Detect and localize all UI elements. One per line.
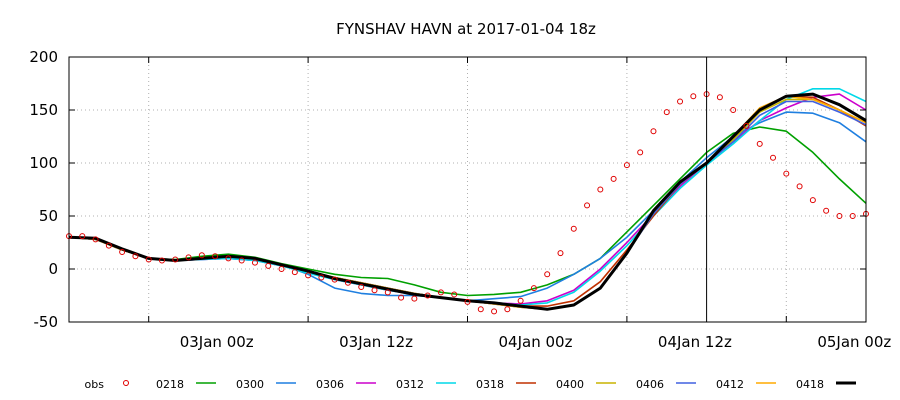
obs-marker <box>517 297 524 304</box>
obs-marker <box>663 109 670 116</box>
legend-label: 0406 <box>636 378 664 391</box>
obs-marker <box>836 213 843 219</box>
obs-marker <box>212 253 219 260</box>
y-tick-label: 50 <box>39 207 58 225</box>
legend-label: obs <box>85 378 105 391</box>
obs-marker <box>331 276 338 283</box>
obs-marker <box>132 253 139 260</box>
obs-marker <box>464 298 471 305</box>
y-tick-label: 100 <box>29 154 58 172</box>
obs-marker <box>637 149 644 156</box>
obs-marker <box>610 175 617 182</box>
obs-marker <box>291 269 298 276</box>
obs-marker <box>451 291 458 298</box>
obs-marker <box>358 284 365 291</box>
obs-marker <box>823 207 830 214</box>
legend-label: 0400 <box>556 378 584 391</box>
y-tick-label: 0 <box>48 260 58 278</box>
obs-marker <box>796 183 803 190</box>
obs-marker <box>198 252 205 259</box>
y-tick-label: 200 <box>29 48 58 66</box>
x-tick-label: 05Jan 00z <box>817 333 891 351</box>
obs-marker <box>756 140 763 147</box>
obs-marker <box>185 254 192 261</box>
chart-title: FYNSHAV HAVN at 2017-01-04 18z <box>336 20 596 38</box>
obs-marker <box>597 186 604 193</box>
obs-marker <box>437 289 444 296</box>
y-tick-label: -50 <box>34 313 59 331</box>
obs-marker <box>491 308 498 315</box>
obs-marker <box>504 306 511 313</box>
obs-marker <box>371 287 378 294</box>
obs-marker <box>265 262 272 269</box>
obs-marker <box>623 162 630 169</box>
obs-marker <box>398 294 405 301</box>
obs-marker <box>557 250 564 257</box>
x-tick-label: 03Jan 12z <box>339 333 413 351</box>
obs-marker <box>584 202 591 209</box>
legend-marker <box>123 380 129 386</box>
y-axis: -50 0 50 100 150 200 <box>29 48 866 331</box>
x-tick-label: 03Jan 00z <box>180 333 254 351</box>
obs-marker <box>424 292 431 299</box>
legend-label: 0312 <box>396 378 424 391</box>
legend-label: 0300 <box>236 378 264 391</box>
obs-marker <box>730 107 737 113</box>
x-tick-label: 04Jan 12z <box>658 333 732 351</box>
obs-marker <box>172 256 179 263</box>
obs-marker <box>477 306 484 313</box>
x-tick-label: 04Jan 00z <box>499 333 573 351</box>
obs-marker <box>743 122 750 129</box>
series-layer <box>66 88 869 315</box>
obs-marker <box>92 236 99 243</box>
grid <box>69 57 866 322</box>
legend-label: 0412 <box>716 378 744 391</box>
obs-marker <box>544 271 551 278</box>
obs-marker <box>530 285 537 292</box>
series-0418 <box>68 92 867 311</box>
series-0300 <box>68 111 867 302</box>
obs-marker <box>119 249 126 256</box>
obs-marker <box>849 213 856 219</box>
obs-marker <box>783 170 790 177</box>
obs-marker <box>716 94 723 101</box>
obs-marker <box>344 279 351 286</box>
obs-marker <box>411 295 418 302</box>
obs-marker <box>677 98 684 105</box>
legend: obs 0218 0300 0306 0312 0318 0400 0406 0412 0418 <box>85 378 856 391</box>
obs-marker <box>238 257 245 264</box>
obs-marker <box>650 128 657 135</box>
obs-marker <box>384 289 391 296</box>
obs-marker <box>809 197 816 204</box>
legend-label: 0306 <box>316 378 344 391</box>
obs-marker <box>318 274 325 281</box>
legend-label: 0318 <box>476 378 504 391</box>
legend-label: 0418 <box>796 378 824 391</box>
legend-label: 0218 <box>156 378 184 391</box>
obs-marker <box>770 154 777 161</box>
obs-marker <box>145 256 152 263</box>
x-axis: 03Jan 00z 03Jan 12z 04Jan 00z 04Jan 12z 05Ja… <box>148 57 891 351</box>
obs-marker <box>225 255 232 262</box>
obs-marker <box>251 259 258 266</box>
obs-marker <box>690 93 697 100</box>
obs-marker <box>158 257 165 264</box>
series-obs <box>66 91 869 315</box>
obs-marker <box>278 266 285 272</box>
obs-marker <box>105 242 112 249</box>
y-tick-label: 150 <box>29 101 58 119</box>
obs-marker <box>305 272 312 279</box>
obs-marker <box>79 233 86 240</box>
series-0218 <box>68 126 867 297</box>
obs-marker <box>570 225 577 232</box>
